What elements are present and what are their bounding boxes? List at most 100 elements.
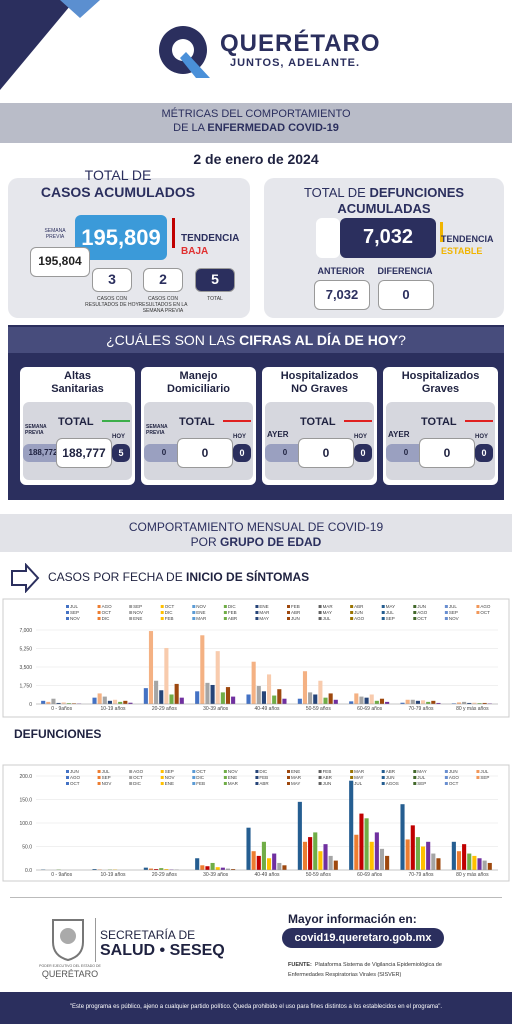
bar <box>123 700 128 704</box>
legend-label: FEB <box>291 604 300 609</box>
metric-total-label: TOTAL <box>179 416 215 428</box>
legend-swatch <box>381 605 385 608</box>
bar <box>333 699 338 704</box>
count-box <box>143 268 183 292</box>
legend-label: NOV <box>449 616 459 621</box>
bar <box>277 862 282 870</box>
legend-label: AGO <box>70 775 81 780</box>
ribbon-box <box>316 218 340 258</box>
legend-swatch <box>160 611 164 614</box>
legend-swatch <box>66 611 69 614</box>
y-tick-label: 7,000 <box>19 628 32 634</box>
x-tick-label: 60-69 años <box>357 872 383 878</box>
metric-total-box <box>298 438 354 468</box>
metric-arrow <box>344 420 372 422</box>
x-tick-label: 30-39 años <box>203 706 229 712</box>
legend-swatch <box>129 617 133 620</box>
bar <box>456 851 462 870</box>
text-part: ? <box>398 332 406 348</box>
bar <box>328 693 333 704</box>
legend-label: DIC <box>133 781 142 786</box>
metric-title: Domiciliario <box>167 383 230 395</box>
bar <box>472 702 477 704</box>
legend-swatch <box>444 617 448 620</box>
arrow-icon <box>11 563 40 593</box>
metric-prev: 188,772 <box>28 448 58 457</box>
bar <box>195 858 200 870</box>
legend-label: JUN <box>323 781 332 786</box>
count-caption: CASOS CON RESULTADOS EN LA SEMANA PREVIA <box>138 296 188 314</box>
bar <box>71 703 77 704</box>
bar <box>359 696 364 704</box>
metric-prev-label: SEMANA PREVIA <box>25 424 47 436</box>
legend-swatch <box>223 782 227 785</box>
deaths-title-c: ACUMULADAS <box>337 201 431 216</box>
banner-line2: DE LA ENFERMEDAD COVID-19 <box>0 122 512 134</box>
legend-label: OCT <box>449 781 459 786</box>
bar <box>323 697 328 704</box>
y-tick-label: 0 <box>29 702 32 708</box>
legend-swatch <box>350 605 354 608</box>
bar <box>308 837 313 870</box>
slogan: JUNTOS, ADELANTE. <box>230 57 361 69</box>
metric-title: Hospitalizados <box>280 370 359 382</box>
gov-b: QUERÉTARO <box>41 969 99 979</box>
bar <box>66 703 71 704</box>
bar <box>482 860 487 870</box>
bar <box>487 862 492 870</box>
legend-label: SEP <box>386 616 395 621</box>
bar <box>256 686 261 704</box>
x-tick-label: 70-79 años <box>408 872 434 878</box>
x-tick-label: 30-39 años <box>203 872 229 878</box>
legend-label: DIC <box>165 610 174 615</box>
bar <box>215 651 220 704</box>
bar <box>246 827 251 870</box>
sec-a: SECRETARÍA DE <box>100 928 196 942</box>
legend-label: ABR <box>354 604 364 609</box>
bar <box>451 703 456 704</box>
legend-label: OCT <box>102 610 112 615</box>
metric-title: Manejo <box>179 370 218 382</box>
metric-prev-label: SEMANA PREVIA <box>146 424 168 436</box>
legend-swatch <box>97 776 101 779</box>
legend-swatch <box>192 611 196 614</box>
cases-prev-label: SEMANA PREVIA <box>44 228 66 240</box>
legend-swatch <box>318 605 322 608</box>
legend-label: AGO <box>417 610 428 615</box>
shield-icon <box>52 919 84 962</box>
prev-box <box>314 280 370 310</box>
legend-label: AGO <box>102 604 113 609</box>
legend-label: ABR <box>291 610 301 615</box>
legend-label: DIC <box>102 616 111 621</box>
legend-label: SEP <box>70 610 79 615</box>
gov-a: PODER EJECUTIVO DEL ESTADO DE <box>39 964 101 968</box>
metric-total: 188,777 <box>62 446 106 460</box>
legend-swatch <box>476 611 480 614</box>
legend-swatch <box>129 776 133 779</box>
bar <box>282 865 287 870</box>
legend-label: JUN <box>70 769 79 774</box>
metric-prev-label: AYER <box>388 430 410 439</box>
legend-swatch <box>255 770 259 773</box>
legend-swatch <box>255 605 259 608</box>
deaths-prev: 7,032 <box>325 287 359 302</box>
x-tick-label: 10-19 años <box>100 872 126 878</box>
legend-label: MAR <box>228 781 239 786</box>
legend-label: SEP <box>449 610 458 615</box>
legend-swatch <box>97 782 101 785</box>
bar <box>313 694 318 704</box>
bar <box>261 691 266 704</box>
text-part: CASOS POR FECHA DE <box>48 570 187 584</box>
bar <box>272 695 277 704</box>
bar <box>426 841 431 870</box>
legend-label: ENE <box>165 781 174 786</box>
y-tick-label: 200.0 <box>19 774 32 780</box>
legend-label: OCT <box>480 610 490 615</box>
chart: 0.0 50.0 100.0 150.0 200.0 JUN JUL AGO SEP OCT NOV… <box>2 764 510 882</box>
bar <box>374 700 379 704</box>
legend-swatch <box>287 770 290 773</box>
x-tick-label: 10-19 años <box>100 706 126 712</box>
legend-label: MAR <box>259 610 270 615</box>
legend-swatch <box>66 605 69 608</box>
legend-label: OCT <box>70 781 80 786</box>
